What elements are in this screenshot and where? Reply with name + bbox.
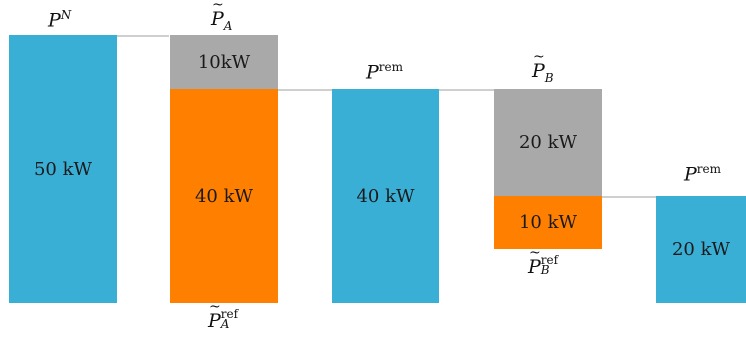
label-p-a: PA	[211, 0, 232, 33]
bar-p-a-segment: 10kW	[170, 35, 278, 89]
bar-value-label: 10 kW	[518, 212, 578, 233]
bar-value-label: 40 kW	[356, 185, 415, 207]
bar-value-label: 10kW	[197, 51, 251, 73]
connector-line	[602, 196, 656, 198]
bar-value-label: 20 kW	[671, 239, 731, 260]
label-p-rem-1: Prem	[366, 60, 404, 84]
bar-p-b-segment: 20 kW	[494, 89, 602, 196]
bar-value-label: 20 kW	[518, 132, 578, 153]
connector-line	[278, 89, 332, 91]
bar-p-b-ref-segment: 10 kW	[494, 196, 602, 249]
bar-p-a-ref-segment: 40 kW	[170, 89, 278, 303]
connector-line	[117, 35, 169, 37]
bar-p-n: 50 kW	[9, 35, 117, 303]
bar-p-rem-2: 20 kW	[656, 196, 746, 303]
bar-value-label: 50 kW	[33, 158, 93, 180]
bar-p-rem-1: 40 kW	[332, 89, 439, 303]
label-p-b: PB	[532, 49, 554, 85]
label-p-rem-2: Prem	[684, 162, 722, 186]
label-p-n: PN	[48, 8, 72, 32]
connector-line	[439, 89, 494, 91]
bar-value-label: 40 kW	[194, 185, 254, 207]
